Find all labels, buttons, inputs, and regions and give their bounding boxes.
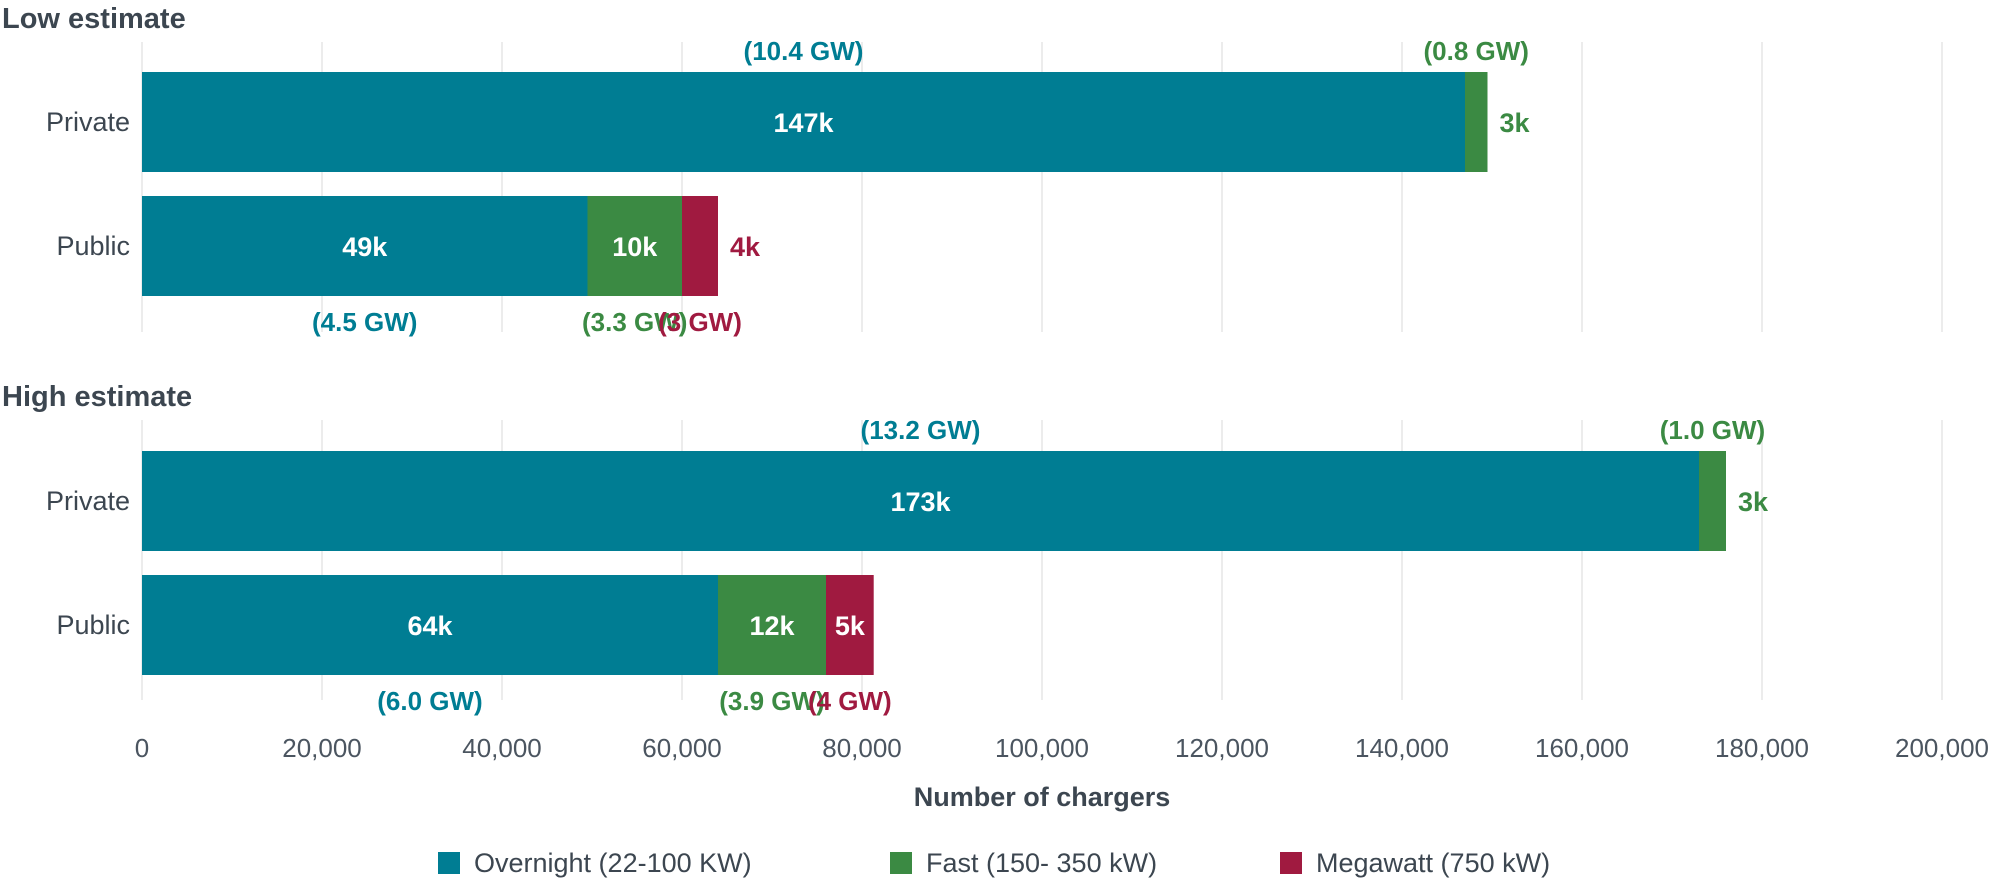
data-label: 10k — [612, 232, 658, 262]
legend-swatch — [890, 852, 912, 874]
x-tick-label: 60,000 — [642, 733, 722, 763]
bar-segment-fast — [1465, 72, 1488, 172]
x-tick-label: 0 — [135, 733, 149, 763]
data-label: 147k — [773, 108, 834, 138]
bar-segment-fast — [587, 196, 682, 296]
data-label: 3k — [1738, 487, 1769, 517]
data-label: 49k — [342, 232, 388, 262]
x-tick-label: 180,000 — [1715, 733, 1809, 763]
x-tick-label: 100,000 — [995, 733, 1089, 763]
panel: Low estimate Private 147k (10.4 GW) 3k (0.8 G… — [2, 3, 1531, 337]
category-label: Private — [46, 486, 130, 516]
power-label: (3 GW) — [658, 307, 742, 337]
bar-segment-megawatt — [826, 575, 874, 675]
bar-segment-megawatt — [682, 196, 718, 296]
power-label: (4.5 GW) — [312, 307, 417, 337]
legend-label: Fast (150- 350 kW) — [926, 848, 1157, 878]
power-label: (0.8 GW) — [1424, 36, 1529, 66]
panel-title: High estimate — [2, 381, 192, 413]
category-label: Public — [56, 231, 130, 261]
legend-item: Overnight (22-100 KW) — [438, 848, 752, 878]
x-tick-label: 200,000 — [1895, 733, 1989, 763]
legend-label: Overnight (22-100 KW) — [474, 848, 752, 878]
panel-title: Low estimate — [2, 3, 186, 35]
legend-item: Fast (150- 350 kW) — [890, 848, 1157, 878]
legend-swatch — [1280, 852, 1302, 874]
bar-segment-overnight — [142, 575, 718, 675]
bar-segment-overnight — [142, 72, 1465, 172]
power-label: (10.4 GW) — [744, 36, 864, 66]
legend-item: Megawatt (750 kW) — [1280, 848, 1550, 878]
x-axis: Number of chargers 0 20,000 40,000 60,000 80… — [135, 733, 1989, 812]
data-label: 64k — [407, 611, 453, 641]
x-tick-label: 140,000 — [1355, 733, 1449, 763]
x-tick-label: 160,000 — [1535, 733, 1629, 763]
x-tick-label: 120,000 — [1175, 733, 1269, 763]
power-label: (13.2 GW) — [861, 415, 981, 445]
power-label: (3.9 GW) — [719, 686, 824, 716]
x-tick-label: 80,000 — [822, 733, 902, 763]
data-label: 12k — [749, 611, 795, 641]
data-label: 173k — [890, 487, 951, 517]
panels-layer: Low estimate Private 147k (10.4 GW) 3k (0.8 G… — [2, 3, 1769, 716]
bar-segment-overnight — [142, 196, 588, 296]
data-label: 3k — [1500, 108, 1531, 138]
legend-label: Megawatt (750 kW) — [1316, 848, 1550, 878]
bar-segment-fast — [1699, 451, 1726, 551]
bar-segment-overnight — [142, 451, 1699, 551]
power-label: (6.0 GW) — [377, 686, 482, 716]
legend-swatch — [438, 852, 460, 874]
legend: Overnight (22-100 KW) Fast (150- 350 kW) M… — [438, 848, 1550, 878]
power-label: (3.3 GW) — [582, 307, 687, 337]
data-label: 4k — [730, 232, 761, 262]
x-axis-title: Number of chargers — [914, 782, 1171, 812]
panel: High estimate Private 173k (13.2 GW) 3k (1.0 … — [2, 381, 1769, 716]
power-label: (4 GW) — [808, 686, 892, 716]
x-tick-label: 20,000 — [282, 733, 362, 763]
power-label: (1.0 GW) — [1660, 415, 1765, 445]
x-tick-label: 40,000 — [462, 733, 542, 763]
category-label: Private — [46, 107, 130, 137]
data-label: 5k — [835, 611, 866, 641]
bar-segment-fast — [718, 575, 826, 675]
category-label: Public — [56, 610, 130, 640]
